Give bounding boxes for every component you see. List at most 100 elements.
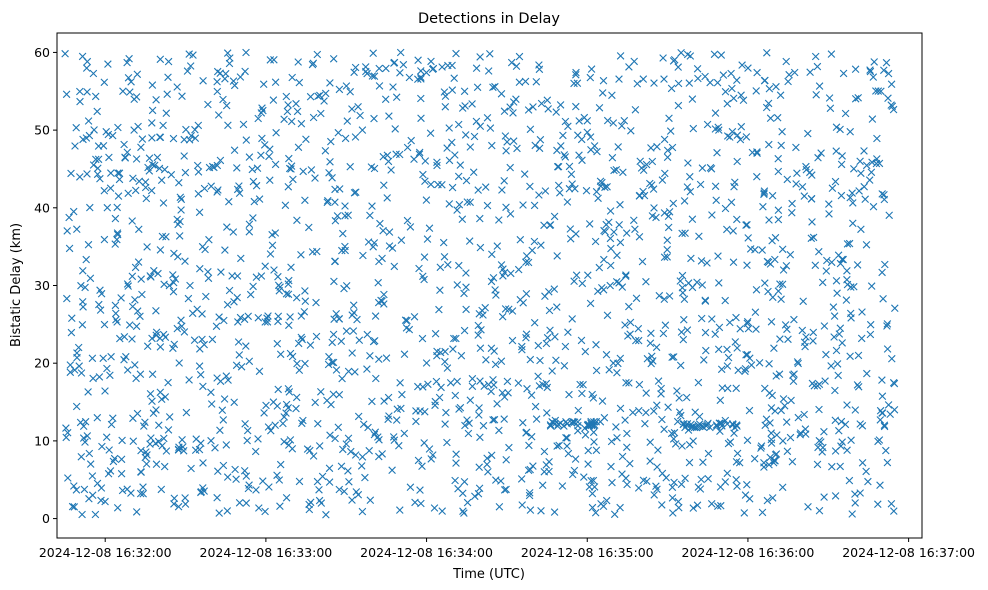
data-point <box>155 421 163 429</box>
data-point <box>72 486 81 494</box>
data-point <box>430 504 439 512</box>
data-point <box>100 78 109 87</box>
data-point <box>280 413 288 421</box>
data-point <box>642 389 650 397</box>
data-point <box>194 190 203 198</box>
data-point <box>568 470 577 479</box>
data-point <box>630 57 638 66</box>
data-point <box>753 172 761 181</box>
data-point <box>531 402 540 411</box>
data-point <box>294 58 302 66</box>
data-point <box>823 256 831 265</box>
data-point <box>562 418 570 426</box>
data-point <box>125 54 133 63</box>
data-point <box>561 153 570 161</box>
data-point <box>876 481 884 489</box>
data-point <box>655 291 664 300</box>
data-point <box>745 406 754 415</box>
data-point <box>63 428 72 437</box>
data-point <box>727 69 735 78</box>
data-point <box>300 308 309 316</box>
data-point <box>809 337 817 345</box>
data-point <box>379 152 388 161</box>
data-point <box>107 420 116 429</box>
data-point <box>334 128 343 137</box>
data-point <box>152 331 160 340</box>
data-point <box>148 370 157 378</box>
data-point <box>235 351 244 359</box>
data-point <box>175 232 184 240</box>
data-point <box>405 73 414 82</box>
data-point <box>837 191 846 200</box>
data-point <box>883 320 892 328</box>
data-point <box>479 311 487 319</box>
data-point <box>380 181 388 189</box>
data-point <box>137 275 145 283</box>
data-point <box>240 467 249 475</box>
data-point <box>654 446 662 454</box>
data-point <box>131 361 139 369</box>
data-point <box>78 321 87 329</box>
data-point <box>391 125 399 133</box>
data-point <box>591 237 600 246</box>
data-point <box>881 260 889 269</box>
data-point <box>622 271 630 279</box>
data-point <box>293 359 301 368</box>
data-point <box>65 244 74 253</box>
data-point <box>107 352 115 361</box>
data-point <box>483 454 491 463</box>
data-point <box>726 318 734 327</box>
data-point <box>633 79 642 88</box>
data-point <box>535 65 544 74</box>
data-point <box>764 258 773 267</box>
data-point <box>230 146 239 154</box>
data-point <box>284 290 293 299</box>
data-point <box>563 198 572 206</box>
data-point <box>592 187 601 196</box>
data-point <box>774 154 782 163</box>
data-point <box>783 175 792 184</box>
data-point <box>419 170 427 179</box>
data-point <box>565 162 574 171</box>
data-point <box>833 360 842 368</box>
data-point <box>552 356 560 365</box>
data-point <box>453 206 461 214</box>
data-point <box>170 340 179 349</box>
data-point <box>554 420 563 429</box>
data-point <box>307 166 316 174</box>
data-point <box>443 438 451 447</box>
data-point <box>225 197 233 206</box>
data-point <box>762 103 771 112</box>
data-point <box>732 313 740 322</box>
data-point <box>592 446 601 455</box>
data-point <box>519 201 527 209</box>
data-point <box>653 401 661 409</box>
data-point <box>603 183 611 191</box>
data-point <box>239 120 248 129</box>
data-point <box>282 400 291 409</box>
data-point <box>173 83 181 91</box>
data-point <box>417 114 425 123</box>
data-point <box>241 67 249 76</box>
data-point <box>744 64 752 72</box>
data-point <box>223 507 232 515</box>
data-point <box>182 125 190 134</box>
data-point <box>680 197 689 205</box>
data-point <box>868 115 877 123</box>
data-point <box>851 499 859 507</box>
data-point <box>461 131 470 139</box>
data-point <box>788 208 796 217</box>
data-point <box>813 460 822 469</box>
data-point <box>230 398 238 407</box>
data-point <box>811 52 820 61</box>
data-point <box>460 509 468 517</box>
data-point <box>468 382 477 391</box>
data-point <box>286 313 294 321</box>
data-point <box>235 499 244 507</box>
data-point <box>179 447 188 455</box>
data-point <box>885 211 893 220</box>
data-point <box>137 143 145 152</box>
data-point <box>704 419 712 428</box>
data-point <box>143 451 151 459</box>
data-point <box>860 182 868 191</box>
